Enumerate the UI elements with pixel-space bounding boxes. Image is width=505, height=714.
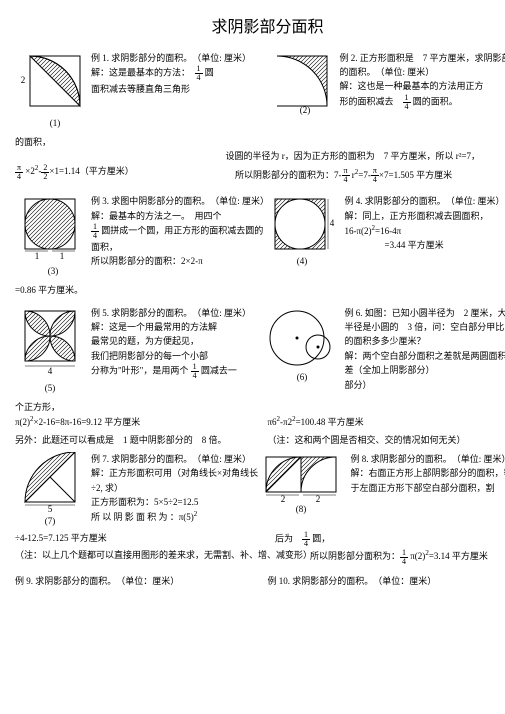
figure-5: 4 (5) — [15, 306, 85, 396]
ex7-p6: （注：以上几个题都可以直接用图形的差来求，无需割、补、增、减变形） — [15, 548, 310, 562]
ex8-p2: 解：右面正方形上部阴影部分的面积，等于左面正方形下部空白部分面积，割 — [351, 466, 505, 495]
ex4-p4: =3.44 平方厘米 — [385, 238, 505, 252]
ex8-p1: 例 8. 求阴影部分的面积。 （单位: 厘米） — [351, 452, 505, 466]
ex2-p1: 例 2. 正方形面积是 7 平方厘米，求阴影部分的面积。 （单位: 厘米） — [340, 51, 505, 80]
figure-3: 1 1 (3) — [15, 194, 85, 279]
svg-text:(4): (4) — [296, 256, 307, 266]
ex3-p4: 所以阴影部分的面积：2×2-π — [91, 254, 267, 268]
svg-text:(1): (1) — [50, 118, 61, 128]
row-ex1-ex2: 2 (1) 例 1. 求阴影部分的面积。 （单位: 厘米） 解：这是最基本的方法… — [15, 51, 505, 131]
ex4-p1: 例 4. 求阴影部分的面积。 （单位: 厘米） — [345, 194, 505, 208]
svg-text:(5): (5) — [45, 383, 56, 393]
mid2: π(2)2×2-16=8π-16=9.12 平方厘米 — [15, 414, 268, 429]
ex8-p3: 后为 14 圆， — [275, 531, 505, 548]
ex10: 例 10. 求阴影部分的面积。 （单位：厘米） — [268, 574, 505, 588]
svg-text:4: 4 — [48, 366, 53, 376]
svg-text:(2): (2) — [299, 105, 310, 115]
ex7-p2: 解：正方形面积可用（对角线长×对角线长÷2, 求） — [91, 466, 261, 495]
row-mid: π(2)2×2-16=8π-16=9.12 平方厘米 π62-π22=100.4… — [15, 414, 505, 429]
figure-8: 2 2 (8) — [261, 452, 345, 514]
ex2-p3: 形的面积减去 14 圆的面积。 — [340, 94, 505, 111]
svg-text:(6): (6) — [296, 372, 307, 382]
ex2-p2: 解：这也是一种最基本的方法用正方 — [340, 79, 505, 93]
svg-text:4: 4 — [329, 218, 334, 228]
svg-text:2: 2 — [315, 494, 320, 504]
svg-text:(3): (3) — [48, 266, 59, 276]
text-ex1: 例 1. 求阴影部分的面积。 （单位: 厘米） 解：这是最基本的方法： 14 圆… — [91, 51, 272, 97]
ex2-p4: 设圆的半径为 r，因为正方形的面积为 7 平方厘米，所以 r²=7， — [15, 149, 480, 163]
figure-1: 2 (1) — [15, 51, 85, 131]
ex2-p5: 所以阴影部分的面积为：7-π4 r2=7-π4×7=1.505 平方厘米 — [235, 167, 505, 184]
ex6-p3: π62-π22=100.48 平方厘米 — [268, 414, 505, 429]
ex6-p1: 例 6. 如图：已知小圆半径为 2 厘米，大圆半径是小圆的 3 倍，问：空白部分… — [345, 306, 505, 349]
text-ex8: 例 8. 求阴影部分的面积。 （单位: 厘米） 解：右面正方形上部阴影部分的面积… — [351, 452, 505, 495]
ex4-p2: 解：同上，正方形面积减去圆面积， — [345, 209, 505, 223]
row-ex9-ex10: 例 9. 求阴影部分的面积。 （单位：厘米） 例 10. 求阴影部分的面积。 （… — [15, 574, 505, 588]
figure-6: (6) — [267, 306, 339, 384]
text-ex4: 例 4. 求阴影部分的面积。 （单位: 厘米） 解：同上，正方形面积减去圆面积，… — [345, 194, 505, 253]
ex3-p5: =0.86 平方厘米。 — [15, 283, 505, 297]
ex1-p2: 解：这是最基本的方法： 14 圆 — [91, 65, 272, 82]
row-ex5-ex6: 4 (5) 例 5. 求阴影部分的面积。 （单位: 厘米） 解：这是一个用最常用… — [15, 306, 505, 396]
mid3: 另外：此题还可以看成是 1 题中阴影部分的 8 倍。 — [15, 433, 268, 447]
ex9: 例 9. 求阴影部分的面积。 （单位：厘米） — [15, 574, 268, 588]
ex5-p5: 分称为"叶形"，是用两个 14 圆减去一 — [91, 363, 267, 380]
ex8-p4: 所以阴影部分面积为：14 π(2)2=3.14 平方厘米 — [310, 548, 505, 565]
ex3-p2: 解：最基本的方法之一。 用四个 — [91, 209, 267, 223]
figure-7: 5 (7) — [15, 452, 85, 527]
svg-text:(7): (7) — [45, 516, 56, 526]
svg-text:1: 1 — [60, 251, 65, 261]
row-ex3-ex4: 1 1 (3) 例 3. 求图中阴影部分的面积。 （单位: 厘米） 解：最基本的方… — [15, 194, 505, 279]
text-ex5: 例 5. 求阴影部分的面积。 （单位: 厘米） 解：这是一个用最常用的方法解 最… — [91, 306, 267, 381]
ex1-p1: 例 1. 求阴影部分的面积。 （单位: 厘米） — [91, 51, 272, 65]
svg-text:1: 1 — [35, 251, 40, 261]
ex5-p1: 例 5. 求阴影部分的面积。 （单位: 厘米） — [91, 306, 267, 320]
svg-text:(8): (8) — [295, 504, 306, 514]
text-ex3: 例 3. 求图中阴影部分的面积。 （单位: 厘米） 解：最基本的方法之一。 用四… — [91, 194, 267, 269]
row-ex7-ex8: 5 (7) 例 7. 求阴影部分的面积。 （单位: 厘米） 解：正方形面积可用（… — [15, 452, 505, 527]
ex4-p3: 16-π(2)2=16-4π — [345, 223, 505, 238]
svg-text:5: 5 — [48, 504, 53, 514]
mid1: 个正方形， — [15, 400, 505, 414]
svg-text:2: 2 — [21, 75, 26, 85]
ex6-p2: 解：两个空白部分面积之差就是两圆面积之差（全加上阴影部分） — [345, 349, 505, 378]
ex6-p4: （注：这和两个圆是否相交、交的情况如何无关） — [268, 433, 505, 447]
text-ex2: 例 2. 正方形面积是 7 平方厘米，求阴影部分的面积。 （单位: 厘米） 解：… — [340, 51, 505, 111]
svg-text:2: 2 — [280, 494, 285, 504]
ex5-p4: 我们把阴影部分的每一个小部 — [91, 349, 267, 363]
ex3-p3: 14 圆拼成一个圆，用正方形的面积减去圆的面积， — [91, 223, 267, 254]
ex3-p1: 例 3. 求图中阴影部分的面积。 （单位: 厘米） — [91, 194, 267, 208]
ex5-p3: 最常见的题，为方便起见， — [91, 334, 267, 348]
page-title: 求阴影部分面积 — [15, 15, 505, 41]
figure-2: (2) — [272, 51, 334, 116]
ex1-p3: 面积减去等腰直角三角形 — [91, 82, 272, 96]
ex1-p4: 的面积， — [15, 135, 505, 149]
text-ex7: 例 7. 求阴影部分的面积。 （单位: 厘米） 解：正方形面积可用（对角线长×对… — [91, 452, 261, 525]
ex5-p2: 解：这是一个用最常用的方法解 — [91, 320, 267, 334]
ex7-p4: 所 以 阴 影 面 积 为 ：π(5)2 — [91, 509, 261, 524]
ex7-p1: 例 7. 求阴影部分的面积。 （单位: 厘米） — [91, 452, 261, 466]
ex7-p3: 正方形面积为：5×5÷2=12.5 — [91, 495, 261, 509]
figure-4: 4 (4) — [267, 194, 339, 269]
text-ex6: 例 6. 如图：已知小圆半径为 2 厘米，大圆半径是小圆的 3 倍，问：空白部分… — [345, 306, 505, 392]
